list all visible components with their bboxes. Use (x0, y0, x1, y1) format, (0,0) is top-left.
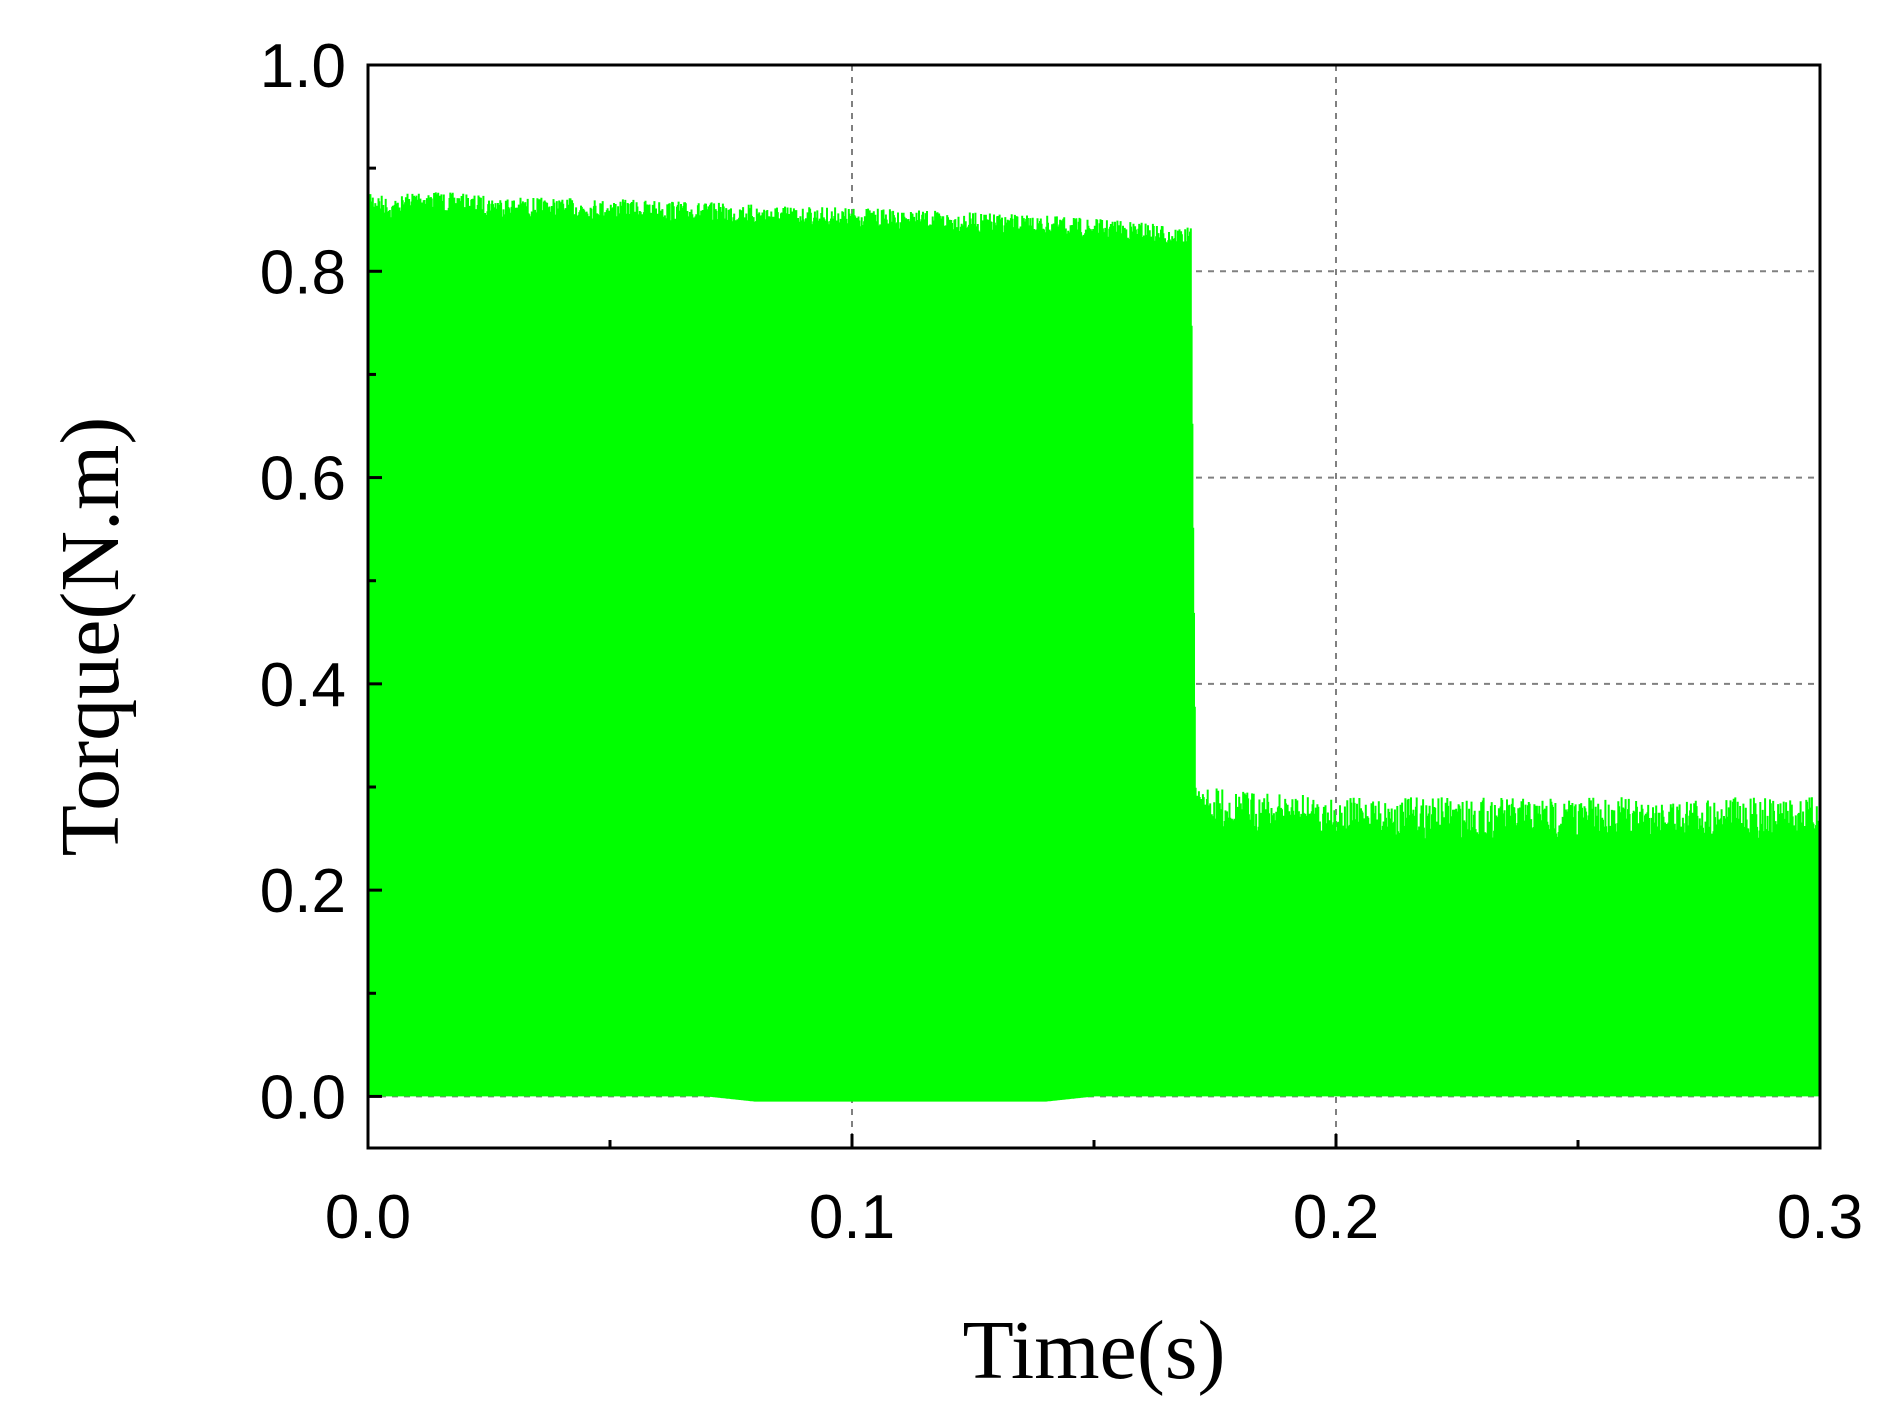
y-tick-label: 1.0 (260, 32, 346, 101)
plot-area (367, 188, 1821, 1102)
x-tick-label: 0.1 (809, 1183, 895, 1252)
x-tick-label: 0.2 (1293, 1183, 1379, 1252)
y-tick-label: 0.8 (260, 238, 346, 307)
y-tick-label: 0.2 (260, 857, 346, 926)
y-axis-title: Torque(N.m) (44, 417, 137, 857)
y-tick-label: 0.4 (260, 651, 346, 720)
axes: 0.0 0.1 0.2 0.3 0.0 0.2 0.4 0.6 0.8 1.0 (260, 32, 1863, 1252)
y-tick-label: 0.6 (260, 445, 346, 514)
x-axis-title: Time(s) (963, 1304, 1226, 1397)
x-tick-label: 0.3 (1777, 1183, 1863, 1252)
x-tick-label: 0.0 (325, 1183, 411, 1252)
y-tick-label: 0.0 (260, 1063, 346, 1132)
torque-series-line (367, 188, 1821, 1102)
